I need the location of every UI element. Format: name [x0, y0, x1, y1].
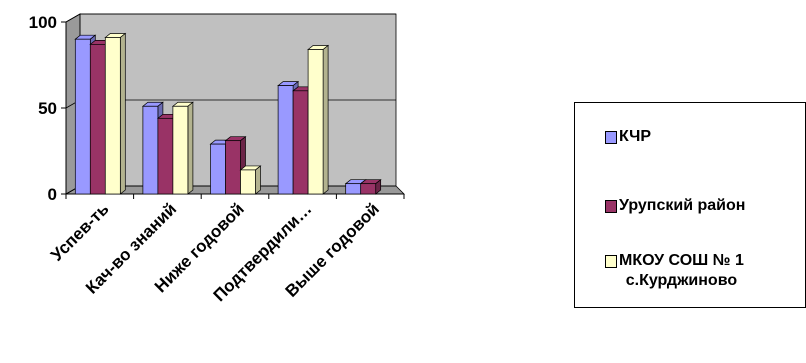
y-tick-label: 0: [48, 185, 57, 204]
bar: [171, 101, 194, 195]
legend-swatch-urupsky: [605, 200, 617, 213]
legend-label-urupsky: Урупский район: [619, 197, 746, 214]
bars: [74, 32, 382, 195]
legend-label-school: МКОУ СОШ № 1 с.Курджиново: [619, 252, 744, 289]
legend-item-urupsky: Урупский район: [605, 196, 745, 216]
legend-item-school: МКОУ СОШ № 1 с.Курджиново: [605, 251, 744, 291]
bar: [307, 44, 330, 195]
legend-swatch-school: [605, 255, 617, 268]
legend-item-kchr: КЧР: [605, 127, 651, 147]
bar: [359, 178, 382, 195]
bar: [104, 32, 127, 195]
legend: КЧР Урупский район МКОУ СОШ № 1 с.Курджи…: [574, 102, 806, 308]
legend-swatch-kchr: [605, 131, 617, 144]
bar: [239, 165, 262, 195]
x-category-label: Успев-ть: [47, 199, 112, 264]
legend-label-kchr: КЧР: [619, 128, 652, 145]
y-tick-label: 100: [29, 13, 57, 32]
y-tick-label: 50: [38, 99, 57, 118]
